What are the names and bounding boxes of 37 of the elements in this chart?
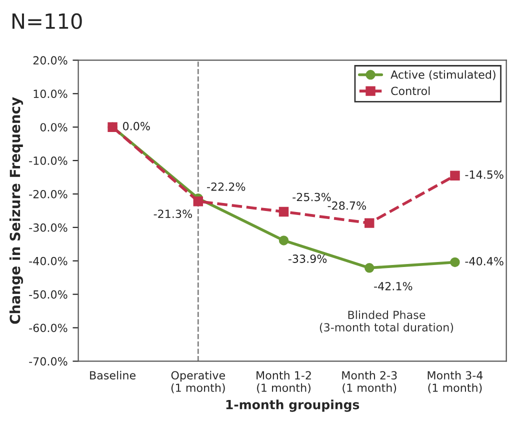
point	[450, 257, 460, 268]
y-tick-label: -10.0%	[29, 156, 68, 165]
x-tick-label: Month 1-2 (1 month)	[256, 370, 311, 394]
data-label: -14.5%	[465, 170, 504, 179]
data-label: -25.3%	[292, 192, 331, 202]
y-tick-label: -30.0%	[29, 223, 68, 232]
y-axis-title: Change in Seizure Frequency	[9, 97, 24, 324]
y-tick-label: 0.0%	[40, 123, 68, 132]
y-tick-label: -60.0%	[29, 324, 68, 332]
point	[278, 206, 289, 217]
point	[278, 236, 289, 246]
y-tick-label: -50.0%	[29, 290, 68, 299]
data-label: 0.0%	[123, 122, 150, 130]
data-label: -40.4%	[465, 257, 504, 266]
x-tick-label: Month 3-4 (1 month)	[428, 370, 483, 394]
x-tick-label: Operative (1 month)	[171, 370, 225, 394]
legend-label: Control	[391, 86, 430, 96]
chart-title: N=110	[12, 13, 82, 30]
y-tick-label: -40.0%	[29, 256, 68, 266]
x-axis-title: 1-month groupings	[226, 400, 360, 412]
data-label: -28.7%	[328, 201, 366, 210]
data-label: -21.3%	[154, 210, 192, 218]
y-tick-label: -20.0%	[29, 190, 68, 198]
y-tick-label: 20.0%	[33, 56, 68, 65]
legend-label: Active (stimulated)	[390, 70, 496, 80]
data-label: -33.9%	[288, 254, 327, 263]
point	[364, 218, 374, 228]
point	[364, 263, 374, 273]
x-tick-label: Baseline	[90, 370, 136, 380]
data-label: -22.2%	[207, 182, 246, 191]
x-tick-label: Month 2-3 (1 month)	[342, 370, 397, 394]
data-label: -42.1%	[374, 282, 412, 290]
point	[193, 196, 204, 206]
y-tick-label: 10.0%	[34, 90, 68, 98]
point	[450, 170, 460, 180]
annotation: Blinded Phase (3-month total duration)	[320, 310, 454, 333]
y-tick-label: -70.0%	[29, 357, 68, 366]
